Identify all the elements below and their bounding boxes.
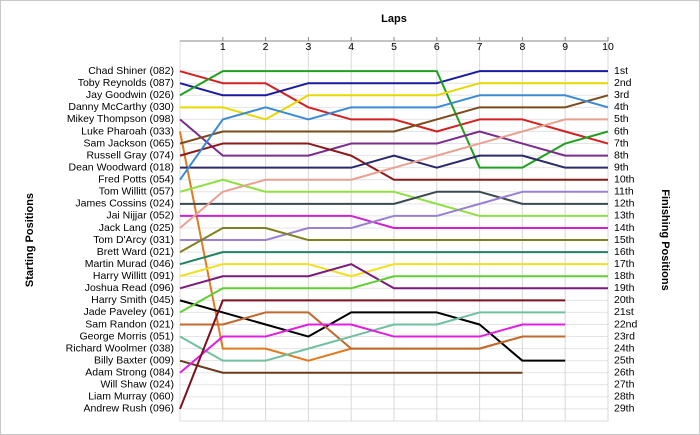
driver-label: George Morris (051) bbox=[79, 330, 174, 342]
driver-label: Andrew Rush (096) bbox=[84, 403, 174, 415]
y2-tick-label: 27th bbox=[614, 379, 635, 391]
driver-label: Richard Woolmer (038) bbox=[66, 342, 174, 354]
x-tick-label: 8 bbox=[519, 41, 525, 53]
y2-tick-label: 26th bbox=[614, 367, 635, 379]
series-line bbox=[179, 70, 609, 145]
series-line bbox=[180, 82, 608, 121]
series-line bbox=[179, 359, 523, 374]
y2-tick-label: 16th bbox=[614, 246, 635, 258]
series-line bbox=[179, 94, 609, 181]
y2-tick-label: 9th bbox=[614, 161, 629, 173]
y2-tick-label: 29th bbox=[614, 403, 635, 415]
driver-label: Sam Jackson (065) bbox=[84, 137, 174, 149]
driver-label: Liam Murray (060) bbox=[88, 391, 174, 403]
y2-tick-label: 2nd bbox=[614, 77, 632, 89]
series-line bbox=[179, 251, 608, 266]
driver-label: Jay Goodwin (026) bbox=[86, 89, 174, 101]
y2-tick-label: 23rd bbox=[614, 330, 635, 342]
x-tick-label: 6 bbox=[434, 41, 440, 53]
driver-label: Joshua Read (096) bbox=[85, 282, 174, 294]
driver-label: Will Shaw (024) bbox=[100, 379, 174, 391]
y2-tick-label: 14th bbox=[614, 222, 635, 234]
series-line bbox=[179, 94, 609, 145]
driver-label: Tom D'Arcy (031) bbox=[93, 234, 174, 246]
x-tick-label: 2 bbox=[263, 41, 269, 53]
driver-label: Mikey Thompson (098) bbox=[67, 113, 174, 125]
series-line bbox=[179, 263, 608, 278]
y2-tick-label: 15th bbox=[614, 234, 635, 246]
y2-tick-label: 3rd bbox=[614, 89, 629, 101]
driver-label: Jai Nijjar (052) bbox=[106, 210, 174, 222]
y-axis-title: Starting Positions bbox=[24, 193, 36, 287]
y2-tick-label: 1st bbox=[614, 65, 628, 77]
x-tick-label: 9 bbox=[562, 41, 568, 53]
series-line bbox=[179, 178, 608, 217]
y2-tick-label: 22nd bbox=[614, 318, 638, 330]
series-line bbox=[180, 214, 608, 229]
y2-tick-label: 25th bbox=[614, 354, 635, 366]
series-line bbox=[179, 263, 608, 290]
driver-label: Adam Strong (084) bbox=[85, 367, 174, 379]
x-tick-label: 10 bbox=[602, 41, 614, 53]
driver-label: Sam Randon (021) bbox=[85, 318, 174, 330]
y2-tick-label: 19th bbox=[614, 282, 635, 294]
series-line bbox=[179, 70, 608, 97]
driver-label: Luke Pharoah (033) bbox=[81, 125, 174, 137]
y2-tick-label: 28th bbox=[614, 391, 635, 403]
y2-tick-label: 18th bbox=[614, 270, 635, 282]
y2-tick-label: 21st bbox=[614, 306, 634, 318]
series-line bbox=[179, 226, 608, 253]
driver-label: Chad Shiner (082) bbox=[88, 65, 174, 77]
series-line bbox=[180, 311, 566, 350]
y2-tick-label: 12th bbox=[614, 198, 635, 210]
x-tick-label: 4 bbox=[348, 41, 354, 53]
x-tick-label: 5 bbox=[391, 41, 397, 53]
y2-tick-label: 7th bbox=[614, 137, 629, 149]
y2-tick-label: 17th bbox=[614, 258, 635, 270]
driver-label: Danny McCarthy (030) bbox=[68, 101, 174, 113]
driver-label: Dean Woodward (018) bbox=[69, 161, 174, 173]
x-tick-label: 3 bbox=[305, 41, 311, 53]
driver-label: Russell Gray (074) bbox=[86, 149, 174, 161]
driver-label: Martin Murad (046) bbox=[85, 258, 174, 270]
y2-tick-label: 5th bbox=[614, 113, 629, 125]
driver-label: Jade Paveley (061) bbox=[84, 306, 174, 318]
y2-tick-label: 20th bbox=[614, 294, 635, 306]
series-line bbox=[180, 154, 608, 169]
series-line bbox=[179, 323, 566, 374]
x-tick-label: 1 bbox=[220, 41, 226, 53]
driver-label: Harry Willitt (091) bbox=[93, 270, 174, 282]
driver-label: Fred Potts (054) bbox=[98, 174, 174, 186]
driver-label: Jack Lang (025) bbox=[99, 222, 174, 234]
driver-label: Billy Baxter (009) bbox=[94, 354, 174, 366]
y2-tick-label: 11th bbox=[614, 186, 634, 198]
series-line bbox=[179, 118, 608, 157]
y2-tick-label: 24th bbox=[614, 342, 635, 354]
series-line bbox=[179, 299, 566, 410]
driver-label: Brett Ward (021) bbox=[97, 246, 174, 258]
chart-title: Laps bbox=[381, 13, 407, 25]
driver-label: Harry Smith (045) bbox=[91, 294, 174, 306]
series-line bbox=[179, 118, 608, 229]
y2-tick-label: 10th bbox=[614, 174, 635, 186]
driver-label: James Cossins (024) bbox=[75, 198, 174, 210]
y2-tick-label: 8th bbox=[614, 149, 629, 161]
series-line bbox=[179, 142, 608, 181]
driver-label: Toby Reynolds (087) bbox=[78, 77, 174, 89]
y2-tick-label: 4th bbox=[614, 101, 629, 113]
y2-tick-label: 6th bbox=[614, 125, 629, 137]
x-tick-label: 7 bbox=[477, 41, 483, 53]
y2-tick-label: 13th bbox=[614, 210, 635, 222]
driver-label: Tom Willitt (057) bbox=[99, 186, 174, 198]
series-line bbox=[179, 275, 608, 314]
series-line bbox=[180, 190, 608, 205]
y2-axis-title: Finishing Positions bbox=[659, 189, 671, 290]
series-line bbox=[180, 190, 608, 242]
